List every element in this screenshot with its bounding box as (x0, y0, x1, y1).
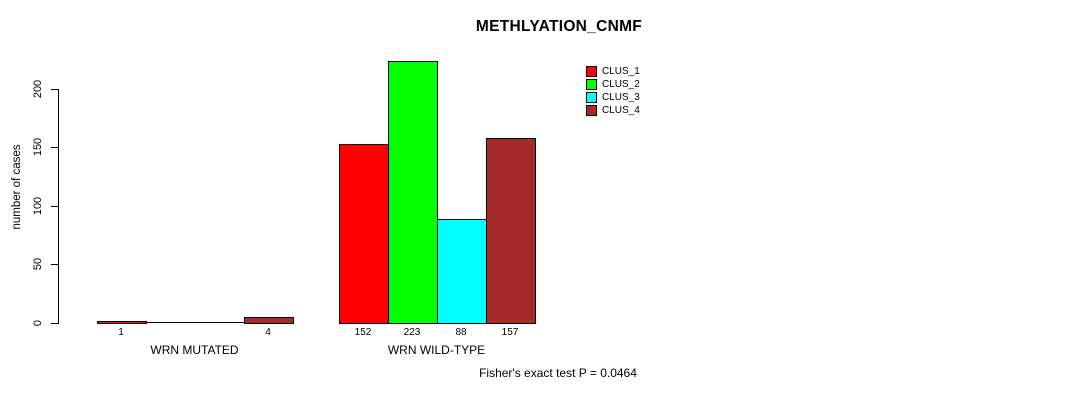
chart-title: METHLYATION_CNMF (475, 18, 643, 35)
footnote-text: Fisher's exact test P = 0.0464 (479, 366, 637, 380)
bar-value-label: 157 (501, 327, 519, 338)
y-axis-line (58, 88, 59, 324)
bar-clus_2-zero (145, 322, 196, 323)
legend-row: CLUS_4 (586, 104, 640, 117)
legend-label: CLUS_3 (602, 92, 640, 103)
y-tick-mark (51, 147, 58, 149)
legend-swatch-clus_3 (586, 92, 597, 103)
bar-clus_3 (436, 218, 487, 324)
legend-label: CLUS_2 (602, 79, 640, 90)
legend-label: CLUS_1 (602, 66, 640, 77)
legend-label: CLUS_4 (602, 105, 640, 116)
bar-value-label: 1 (118, 327, 124, 338)
y-tick-label: 100 (32, 196, 44, 215)
y-tick-mark (51, 323, 58, 324)
bar-clus_2 (387, 60, 438, 324)
y-tick-label: 200 (32, 79, 44, 98)
y-axis-label: number of cases (11, 144, 23, 230)
y-tick-mark (51, 264, 58, 266)
legend-row: CLUS_1 (586, 65, 640, 78)
bar-clus_1 (96, 320, 147, 324)
y-tick-mark (51, 88, 58, 90)
x-group-label: WRN WILD-TYPE (387, 343, 486, 357)
bar-value-label: 88 (455, 327, 467, 338)
bar-value-label: 4 (265, 327, 271, 338)
y-tick-mark (51, 205, 58, 207)
legend: CLUS_1 CLUS_2 CLUS_3 CLUS_4 (586, 65, 640, 117)
bar-clus_1 (338, 143, 389, 324)
y-tick-label: 50 (32, 258, 44, 271)
bar-clus_3-zero (194, 322, 245, 323)
legend-swatch-clus_1 (586, 66, 597, 77)
legend-swatch-clus_2 (586, 79, 597, 90)
bar-clus_4 (243, 317, 294, 324)
bar-value-label: 223 (403, 327, 421, 338)
legend-row: CLUS_3 (586, 91, 640, 104)
bar-clus_4 (485, 137, 536, 324)
legend-row: CLUS_2 (586, 78, 640, 91)
y-tick-label: 0 (32, 319, 44, 327)
x-group-label: WRN MUTATED (150, 343, 239, 357)
legend-swatch-clus_4 (586, 105, 597, 116)
bar-value-label: 152 (354, 327, 372, 338)
y-tick-label: 150 (32, 137, 44, 157)
